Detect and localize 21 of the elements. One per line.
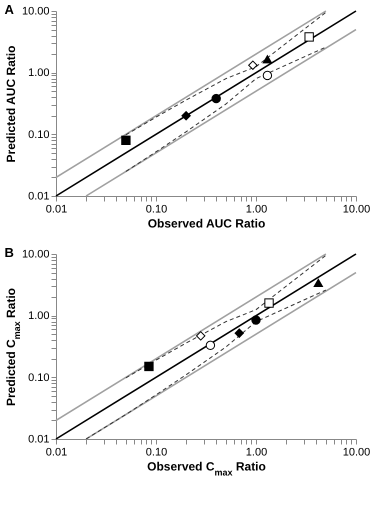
x-axis-title: Observed C$_{max}$ Ratio (147, 460, 266, 478)
y-tick-label: 1.00 (28, 310, 50, 322)
x-tick-label: 10.00 (342, 446, 370, 458)
chart-title: A (4, 2, 14, 17)
x-tick-label: 1.00 (246, 204, 268, 216)
x-tick-label: 10.00 (342, 204, 370, 216)
x-tick-label: 0.01 (46, 204, 68, 216)
x-tick-label: 0.01 (46, 446, 68, 458)
x-tick-label: 0.10 (146, 446, 168, 458)
y-tick-label: 0.10 (28, 128, 50, 141)
y-tick-label: 1.00 (28, 67, 50, 80)
y-tick-label: 10.00 (22, 6, 50, 18)
y-axis-title: Predicted AUC Ratio (4, 46, 18, 162)
x-tick-label: 0.10 (146, 204, 168, 216)
y-tick-label: 0.10 (28, 372, 50, 384)
x-tick-label: 1.00 (246, 446, 268, 458)
y-tick-label: 0.01 (28, 434, 50, 446)
y-tick-label: 0.01 (28, 190, 50, 202)
y-tick-label: 10.00 (22, 248, 50, 260)
x-axis-title: Observed AUC Ratio (148, 216, 266, 230)
chart-title: B (4, 245, 14, 260)
